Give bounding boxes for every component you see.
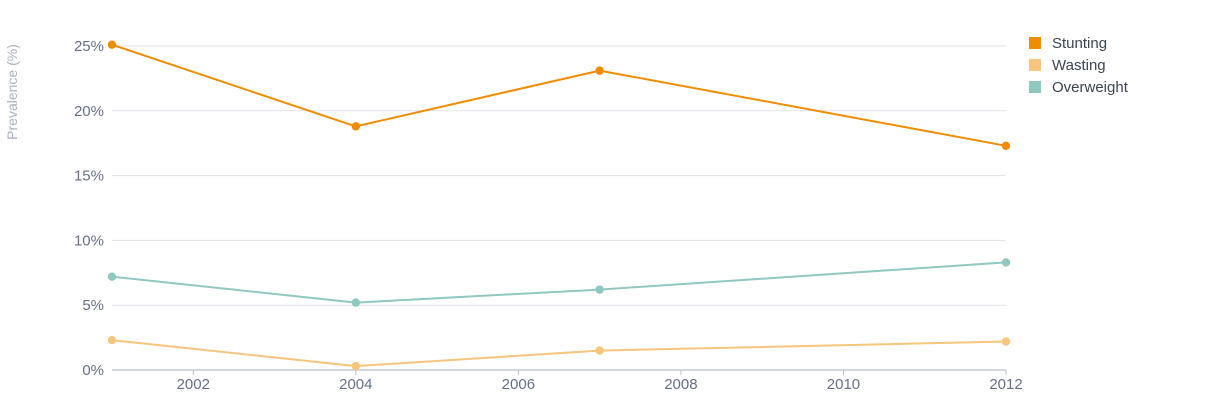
data-point[interactable] [107, 40, 117, 49]
x-tick-label: 2008 [664, 376, 697, 393]
legend-swatch [1029, 81, 1041, 93]
y-axis-label: Prevalence (%) [4, 44, 20, 140]
legend-label: Stunting [1052, 35, 1107, 52]
x-tick-label: 2010 [827, 376, 860, 393]
y-tick-label: 25% [74, 38, 104, 55]
legend-label: Wasting [1052, 57, 1106, 74]
y-tick-label: 15% [74, 168, 104, 185]
series-lines [107, 40, 1011, 371]
legend-item-wasting[interactable]: Wasting [1029, 57, 1106, 74]
series-line [111, 43, 1007, 147]
data-point[interactable] [107, 335, 117, 345]
data-point[interactable] [1001, 141, 1011, 150]
data-point[interactable] [351, 298, 361, 307]
data-point[interactable] [1001, 337, 1011, 346]
legend-item-overweight[interactable]: Overweight [1029, 79, 1129, 96]
y-axis-ticks: 0% 5% 10% 15% 20% 25% [74, 38, 104, 379]
series-line [111, 261, 1007, 304]
x-tick-label: 2012 [989, 376, 1022, 393]
legend: Stunting Wasting Overweight [1029, 35, 1129, 96]
series-stunting [107, 40, 1011, 150]
y-tick-label: 20% [74, 103, 104, 120]
x-tick-label: 2002 [177, 376, 210, 393]
data-point[interactable] [1001, 258, 1011, 267]
data-point[interactable] [595, 346, 604, 355]
legend-item-stunting[interactable]: Stunting [1029, 35, 1107, 52]
grid-lines [112, 45, 1006, 306]
legend-label: Overweight [1052, 79, 1129, 96]
x-tick-label: 2006 [502, 376, 535, 393]
series-overweight [107, 258, 1011, 307]
y-tick-label: 5% [82, 297, 104, 314]
data-point[interactable] [595, 66, 604, 75]
y-tick-label: 10% [74, 232, 104, 249]
legend-swatch [1029, 59, 1041, 71]
data-point[interactable] [351, 122, 361, 131]
legend-swatch [1029, 37, 1041, 49]
x-tick-label: 2004 [339, 376, 372, 393]
data-point[interactable] [107, 272, 117, 281]
series-wasting [107, 335, 1011, 371]
data-point[interactable] [351, 361, 361, 371]
data-point[interactable] [595, 285, 604, 294]
x-axis-ticks: 2002 2004 2006 2008 2010 2012 [177, 370, 1023, 393]
series-line [111, 339, 1007, 368]
y-tick-label: 0% [82, 362, 104, 379]
